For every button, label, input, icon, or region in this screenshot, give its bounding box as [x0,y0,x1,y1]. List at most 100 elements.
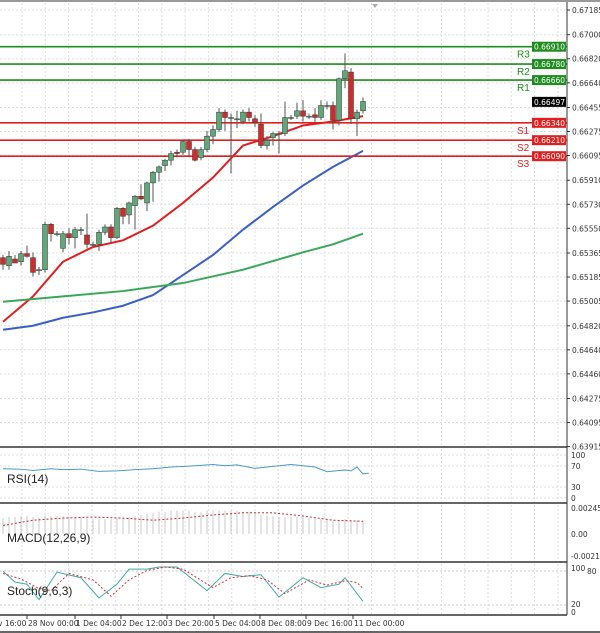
candle-bearish [24,253,30,257]
y-tick-label: 0.66820 [572,55,600,64]
time-tick-label: 11 Dec 00:00 [354,619,405,628]
level-label-r1: R1 [517,83,530,94]
y-tick-label: 0.64095 [572,419,600,428]
candle-bearish [30,257,36,273]
candle-bullish [156,166,162,173]
scroll-marker-icon[interactable] [372,4,378,8]
rsi-tick-label: 100 [571,451,586,460]
candle-bullish [72,229,78,238]
time-tick-label: 5 Dec 04:00 [215,619,261,628]
level-price-value: 0.66660 [534,76,565,85]
y-tick-label: 0.65005 [572,297,600,306]
level-price-value: 0.66910 [534,43,565,52]
candle-bullish [342,70,348,80]
y-tick-label: 0.63915 [572,443,600,452]
candle-bullish [282,117,288,134]
candle-bearish [300,110,306,117]
time-tick-label: 1 Dec 04:00 [76,619,122,628]
candle-bearish [66,233,72,238]
candle-bearish [330,105,336,121]
rsi-tick-label: 30 [571,483,581,492]
candle-bullish [180,141,186,153]
stoch-main-line [2,566,364,602]
level-price-badge [532,59,566,70]
moving-average-line-2 [2,149,364,331]
stoch-title: Stoch(9,6,3) [7,584,72,598]
level-price-value: 0.66340 [534,119,565,128]
level-label-r2: R2 [517,67,530,78]
candle-bullish [234,118,240,121]
y-tick-label: 0.64640 [572,346,600,355]
candle-bullish [360,101,366,112]
candle-bearish [222,111,228,118]
time-tick-label: 9 Dec 16:00 [307,619,353,628]
candle-bullish [336,78,342,121]
candle-bullish [150,171,156,184]
candle-bearish [120,208,126,217]
moving-average-line-3 [2,232,364,303]
candle-bullish [36,269,42,271]
candle-bullish [276,133,282,135]
y-tick-label: 0.65730 [572,200,600,209]
y-tick-label: 0.64460 [572,370,600,379]
macd-tick-label: 0.00 [571,530,588,539]
y-tick-label: 0.65185 [572,273,600,282]
y-tick-label: 0.67000 [572,31,600,40]
level-label-s1: S1 [517,126,530,137]
level-price-value: 0.66780 [534,60,565,69]
stoch-signal-line [2,566,364,597]
rsi-line [2,463,370,475]
level-price-value: 0.66210 [534,136,565,145]
candle-bullish [216,111,222,130]
candle-bearish [258,123,264,146]
time-tick-label: v 16:00 [0,619,27,628]
y-tick-label: 0.66095 [572,152,600,161]
candle-bearish [246,111,252,118]
candle-bearish [186,141,192,150]
level-price-value: 0.66090 [534,152,565,161]
candle-bullish [78,229,84,231]
macd-tick-label: 0.002457 [571,504,600,513]
macd-title: MACD(12,26,9) [7,531,90,545]
candle-bullish [294,110,300,117]
candle-bearish [252,118,258,124]
candle-bullish [204,135,210,150]
candle-bullish [42,224,48,270]
level-price-badge [532,117,566,128]
level-label-s2: S2 [517,143,530,154]
candle-bullish [354,111,360,120]
candle-bullish [126,202,132,216]
candle-bearish [312,114,318,118]
stoch-tick-label: 80 [587,567,597,576]
moving-average-line-1 [2,115,364,323]
candle-bearish [84,234,90,245]
candle-bearish [138,196,144,200]
y-tick-label: 0.64275 [572,395,600,404]
candle-bearish [108,226,114,238]
level-price-badge [532,151,566,162]
candle-bearish [174,151,180,154]
candle-bullish [168,153,174,161]
y-tick-label: 0.66455 [572,103,600,112]
candle-bullish [102,226,108,233]
stoch-tick-label: 20 [571,600,581,609]
candle-bullish [318,105,324,118]
candle-bearish [192,149,198,161]
candle-bullish [198,149,204,158]
candle-bullish [324,105,330,107]
level-price-badge [532,41,566,52]
y-tick-label: 0.65910 [572,176,600,185]
y-tick-label: 0.65550 [572,224,600,233]
time-tick-label: 28 Nov 00:00 [28,619,79,628]
macd-tick-label: -0.002146 [571,552,600,561]
candle-bearish [0,257,6,265]
rsi-title: RSI(14) [7,472,48,486]
level-price-badge [532,75,566,86]
y-tick-label: 0.67185 [572,6,600,15]
current-price-value: 0.66497 [534,98,565,107]
y-tick-label: 0.66640 [572,79,600,88]
y-tick-label: 0.65365 [572,249,600,258]
candle-bullish [6,256,12,266]
